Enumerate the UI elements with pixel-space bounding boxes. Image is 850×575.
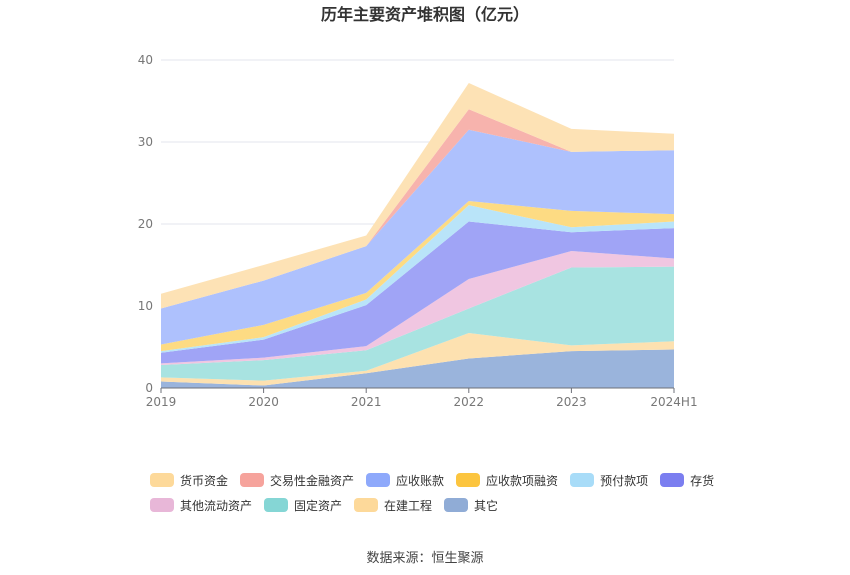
- area-series-1: [161, 333, 674, 386]
- area-series-2: [161, 266, 674, 381]
- x-tick-label: 2023: [556, 395, 587, 409]
- legend-row-2: 其他流动资产 固定资产 在建工程 其它: [150, 497, 730, 513]
- x-tick-label: 2020: [248, 395, 279, 409]
- legend-label: 存货: [690, 473, 715, 488]
- legend-item[interactable]: 固定资产: [264, 497, 342, 513]
- legend-item[interactable]: 其它: [444, 497, 498, 513]
- legend-label: 交易性金融资产: [270, 473, 355, 488]
- y-tick-label: 30: [138, 135, 153, 149]
- legend-item[interactable]: 其他流动资产: [150, 497, 252, 513]
- data-source: 数据来源：恒生聚源: [366, 551, 484, 566]
- x-tick-label: 2019: [146, 395, 177, 409]
- area-series-9: [161, 82, 674, 309]
- legend-item[interactable]: 在建工程: [354, 497, 432, 513]
- legend-label: 其它: [474, 498, 499, 513]
- legend-swatch: [660, 473, 685, 487]
- legend-swatch: [150, 498, 174, 512]
- legend-label: 其他流动资产: [180, 498, 253, 513]
- legend-swatch: [354, 498, 379, 512]
- area-series-0: [161, 349, 674, 388]
- legend-row-1: 货币资金 交易性金融资产 应收账款 应收款项融资 预付款项 存货: [150, 472, 730, 488]
- legend-swatch: [240, 473, 265, 487]
- legend-swatch: [366, 473, 391, 487]
- legend-item[interactable]: 预付款项: [570, 472, 648, 488]
- legend: 货币资金 交易性金融资产 应收账款 应收款项融资 预付款项 存货 其他流动资产 固定资产 在建…: [150, 472, 730, 522]
- legend-swatch: [264, 498, 289, 512]
- legend-label: 应收账款: [396, 473, 445, 488]
- legend-label: 预付款项: [600, 473, 649, 488]
- axes: 2019 2020 2021 2022 2023 2024H1: [146, 387, 698, 409]
- x-tick-label: 2024H1: [650, 395, 697, 409]
- legend-swatch: [150, 473, 174, 487]
- area-series-7: [161, 129, 674, 345]
- x-tick-label: 2021: [351, 395, 382, 409]
- y-tick-label: 20: [138, 217, 153, 231]
- legend-swatch: [444, 498, 469, 512]
- legend-swatch: [456, 473, 481, 487]
- legend-item[interactable]: 应收账款: [366, 472, 444, 488]
- area-series-4: [161, 221, 674, 364]
- legend-item[interactable]: 货币资金: [150, 472, 228, 488]
- legend-item[interactable]: 应收款项融资: [456, 472, 558, 488]
- legend-label: 在建工程: [384, 498, 433, 513]
- stacked-areas: [161, 82, 674, 388]
- area-series-6: [161, 201, 674, 352]
- legend-swatch: [570, 473, 595, 487]
- y-tick-label: 40: [138, 53, 153, 67]
- area-series-3: [161, 251, 674, 366]
- legend-item[interactable]: 交易性金融资产: [240, 472, 354, 488]
- y-tick-label: 0: [145, 381, 153, 395]
- legend-item[interactable]: 存货: [660, 472, 714, 488]
- legend-label: 应收款项融资: [486, 473, 559, 488]
- legend-label: 固定资产: [294, 498, 343, 513]
- legend-label: 货币资金: [180, 473, 229, 488]
- chart-title: 历年主要资产堆积图（亿元）: [321, 5, 529, 24]
- y-tick-label: 10: [138, 299, 153, 313]
- x-tick-label: 2022: [454, 395, 485, 409]
